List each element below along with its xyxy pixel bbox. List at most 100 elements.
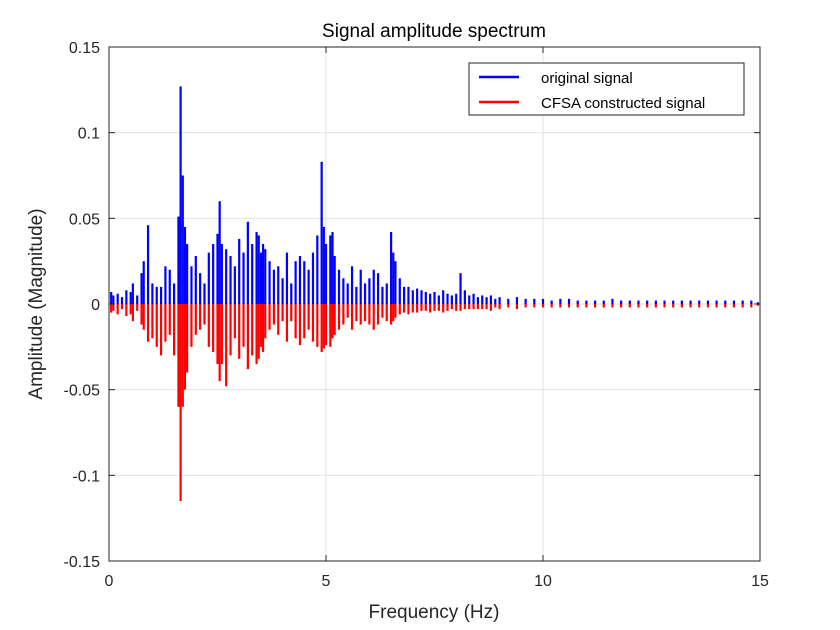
- y-tick-label: -0.1: [72, 468, 100, 485]
- bar-constructed: [155, 304, 158, 347]
- bar-constructed: [411, 304, 414, 313]
- y-tick-label: 0.15: [69, 40, 100, 57]
- bar-original: [140, 273, 143, 304]
- bar-original: [576, 300, 579, 304]
- bar-constructed: [203, 304, 206, 325]
- bar-constructed: [346, 304, 349, 318]
- bar-constructed: [183, 304, 187, 390]
- bar-original: [376, 273, 380, 304]
- bar-original: [125, 290, 128, 304]
- bar-original: [307, 269, 310, 304]
- bar-constructed: [268, 304, 271, 330]
- bar-original: [355, 286, 358, 304]
- bar-original: [294, 261, 297, 304]
- bar-original: [437, 295, 440, 304]
- bar-original: [585, 300, 588, 304]
- bar-original: [455, 293, 458, 304]
- bar-original: [199, 273, 202, 304]
- bar-constructed: [324, 304, 328, 346]
- y-tick-label: -0.05: [64, 383, 101, 400]
- bar-constructed: [437, 304, 440, 311]
- bar-constructed: [416, 304, 419, 313]
- bar-constructed: [689, 304, 692, 308]
- bar-constructed: [277, 304, 280, 335]
- bar-original: [181, 175, 184, 304]
- bar-original: [416, 288, 419, 304]
- bar-original: [112, 295, 115, 304]
- y-tick-label: 0.1: [78, 126, 100, 143]
- bar-constructed: [567, 304, 571, 308]
- bar-original: [459, 273, 462, 304]
- bar-constructed: [756, 304, 759, 306]
- bar-original: [593, 300, 597, 304]
- bar-constructed: [498, 304, 501, 310]
- y-tick-label: 0.05: [69, 211, 100, 228]
- bar-constructed: [680, 304, 683, 308]
- bar-original: [524, 298, 527, 304]
- bar-constructed: [233, 304, 236, 339]
- legend: original signal CFSA constructed signal: [468, 62, 745, 116]
- bar-constructed: [342, 304, 345, 325]
- bar-constructed: [159, 304, 163, 356]
- bar-constructed: [429, 304, 432, 313]
- bar-constructed: [261, 304, 265, 352]
- x-tick-label: 0: [105, 573, 114, 590]
- bar-original: [698, 300, 701, 304]
- bar-constructed: [120, 304, 124, 310]
- bar-constructed: [741, 304, 744, 308]
- legend-box: [468, 62, 745, 116]
- bar-original: [190, 266, 193, 304]
- bar-original: [446, 293, 449, 304]
- bar-constructed: [481, 304, 484, 310]
- bar-original: [363, 283, 367, 304]
- bar-constructed: [142, 304, 145, 330]
- bar-original: [433, 292, 436, 304]
- bar-constructed: [350, 304, 354, 330]
- bar-constructed: [164, 304, 167, 342]
- legend-label-original: original signal: [541, 70, 633, 87]
- bar-constructed: [654, 304, 657, 308]
- bar-original: [116, 293, 119, 304]
- bar-original: [264, 249, 267, 304]
- bar-constructed: [407, 304, 410, 315]
- bar-original: [429, 293, 432, 304]
- bar-constructed: [468, 304, 471, 310]
- bar-original: [120, 297, 124, 304]
- bar-original: [177, 216, 180, 304]
- bar-constructed: [136, 304, 139, 311]
- x-tick-label: 15: [751, 573, 769, 590]
- bar-original: [281, 278, 284, 304]
- bar-original: [159, 286, 163, 304]
- bar-constructed: [507, 304, 510, 308]
- bar-original: [494, 298, 497, 304]
- bar-constructed: [218, 304, 221, 382]
- bar-constructed: [320, 304, 323, 352]
- bar-constructed: [303, 304, 306, 339]
- bar-constructed: [463, 304, 466, 310]
- bar-constructed: [259, 304, 262, 347]
- bar-original: [628, 300, 631, 304]
- bar-constructed: [186, 304, 189, 373]
- bar-constructed: [131, 304, 134, 322]
- bar-constructed: [331, 304, 334, 339]
- bar-original: [750, 300, 753, 304]
- bar-constructed: [281, 304, 284, 322]
- bar-constructed: [129, 304, 132, 315]
- bar-original: [372, 269, 375, 304]
- bar-constructed: [715, 304, 718, 308]
- bar-original: [620, 300, 623, 304]
- bar-constructed: [585, 304, 588, 308]
- bar-original: [342, 278, 345, 304]
- bar-constructed: [390, 304, 393, 325]
- bar-constructed: [190, 304, 193, 347]
- bar-original: [298, 256, 302, 304]
- bar-original: [420, 290, 423, 304]
- bar-original: [350, 266, 354, 304]
- bar-constructed: [541, 304, 545, 308]
- bar-original: [268, 261, 271, 304]
- bar-constructed: [433, 304, 436, 311]
- bar-original: [259, 252, 262, 304]
- bar-constructed: [372, 304, 375, 330]
- bar-constructed: [363, 304, 367, 322]
- bar-constructed: [199, 304, 202, 330]
